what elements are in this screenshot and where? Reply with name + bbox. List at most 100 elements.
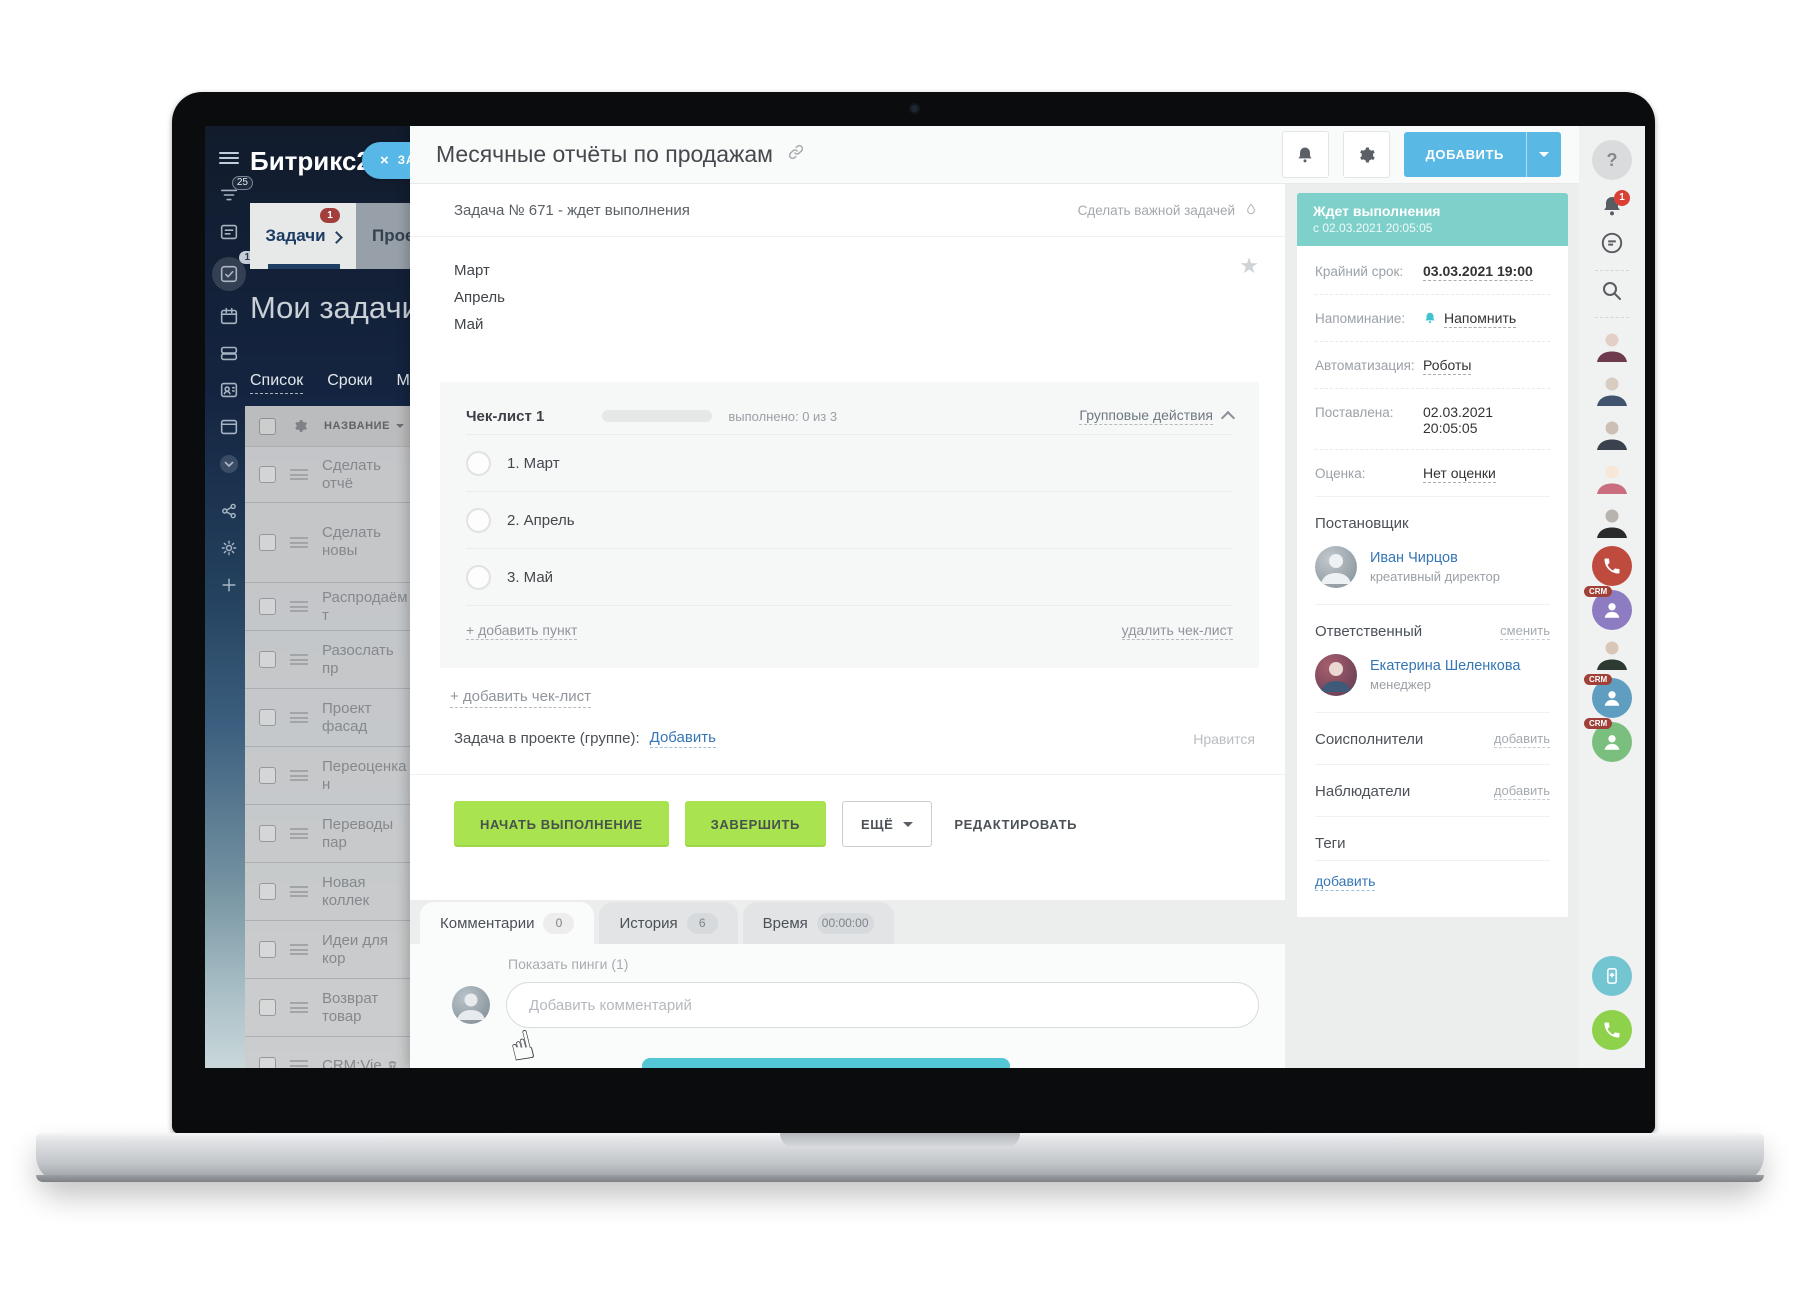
task-row[interactable]: Сделать отчё	[245, 447, 410, 503]
row-checkbox[interactable]	[259, 883, 276, 900]
recent-contact-avatar[interactable]	[1592, 458, 1632, 498]
column-name-header[interactable]: НАЗВАНИЕ	[324, 420, 405, 432]
row-menu-icon[interactable]	[290, 768, 308, 784]
add-dropdown-caret[interactable]	[1526, 132, 1561, 177]
task-row[interactable]: Проект фасад	[245, 689, 410, 747]
automation-value[interactable]: Роботы	[1423, 357, 1472, 375]
contacts-icon[interactable]	[217, 378, 241, 402]
recent-contact-avatar[interactable]	[1592, 414, 1632, 454]
row-checkbox[interactable]	[259, 651, 276, 668]
row-menu-icon[interactable]	[290, 1058, 308, 1069]
chevron-circle-icon[interactable]	[217, 452, 241, 476]
crm-contact-avatar[interactable]: CRM	[1584, 718, 1632, 762]
task-row[interactable]: Сделать новы ресурсов1	[245, 503, 410, 583]
more-button[interactable]: ЕЩЁ	[841, 801, 933, 847]
task-row[interactable]: Распродаём т	[245, 583, 410, 631]
crm-contact-avatar[interactable]: CRM	[1584, 674, 1632, 718]
row-checkbox[interactable]	[259, 466, 276, 483]
row-menu-icon[interactable]	[290, 467, 308, 483]
settings-gear-button[interactable]	[1342, 131, 1390, 178]
checklist-item[interactable]: 1. Март	[466, 434, 1233, 491]
task-row[interactable]: Разослать пр	[245, 631, 410, 689]
row-menu-icon[interactable]	[290, 710, 308, 726]
deadline-value[interactable]: 03.03.2021 19:00	[1423, 263, 1533, 281]
task-row[interactable]: Новая коллек	[245, 863, 410, 921]
row-checkbox[interactable]	[259, 825, 276, 842]
row-menu-icon[interactable]	[290, 599, 308, 615]
tasks-icon[interactable]: 1	[212, 251, 255, 291]
close-icon[interactable]: ×	[380, 152, 389, 169]
call-red-phone-icon[interactable]	[1592, 546, 1632, 586]
subtab-list[interactable]: Список	[250, 372, 304, 394]
edit-button[interactable]: РЕДАКТИРОВАТЬ	[954, 816, 1078, 832]
rating-value[interactable]: Нет оценки	[1423, 465, 1496, 483]
callback-green-phone-icon[interactable]	[1592, 1010, 1632, 1050]
checklist-item[interactable]: 3. Май	[466, 548, 1233, 605]
notifications-bell-icon[interactable]: 1	[1600, 190, 1630, 218]
add-tag-link[interactable]: добавить	[1315, 873, 1376, 891]
messenger-chat-icon[interactable]	[1599, 230, 1625, 256]
row-menu-icon[interactable]	[290, 884, 308, 900]
responsible-avatar[interactable]	[1315, 654, 1357, 696]
grid-settings-gear-icon[interactable]	[292, 418, 308, 434]
notify-bell-button[interactable]	[1281, 131, 1329, 178]
row-menu-icon[interactable]	[290, 826, 308, 842]
creator-avatar[interactable]	[1315, 546, 1357, 588]
recent-contact-avatar[interactable]	[1592, 326, 1632, 366]
comment-input[interactable]	[506, 982, 1259, 1028]
settings-gear-icon[interactable]	[217, 536, 241, 560]
checklist-item-checkbox[interactable]	[466, 507, 491, 533]
row-menu-icon[interactable]	[290, 652, 308, 668]
crm-contact-avatar[interactable]: CRM	[1584, 586, 1632, 630]
tab-comments[interactable]: Комментарии 0	[420, 902, 595, 944]
checklist-item-checkbox[interactable]	[466, 450, 491, 476]
subtab-my[interactable]: Мой	[396, 372, 410, 389]
live-feed-icon[interactable]: 25	[217, 176, 253, 207]
row-checkbox[interactable]	[259, 999, 276, 1016]
task-row[interactable]: CRM:Vie	[245, 1037, 410, 1068]
chevron-up-icon[interactable]	[1220, 410, 1236, 426]
tab-time[interactable]: Время 00:00:00	[742, 902, 894, 944]
task-row[interactable]: Переоценка н	[245, 747, 410, 805]
add-checklist-item-link[interactable]: + добавить пункт	[466, 622, 578, 640]
row-checkbox[interactable]	[259, 1057, 276, 1068]
calendar-icon[interactable]	[217, 304, 241, 328]
row-checkbox[interactable]	[259, 598, 276, 615]
change-responsible-link[interactable]: сменить	[1500, 623, 1550, 640]
tab-history[interactable]: История 6	[599, 902, 738, 944]
row-checkbox[interactable]	[259, 709, 276, 726]
share-icon[interactable]	[217, 499, 241, 523]
start-task-button[interactable]: НАЧАТЬ ВЫПОЛНЕНИЕ	[454, 801, 669, 847]
creator-name[interactable]: Иван Чирцов	[1370, 550, 1458, 566]
row-menu-icon[interactable]	[290, 535, 308, 551]
plus-icon[interactable]	[217, 573, 241, 597]
messenger-icon[interactable]	[217, 220, 241, 244]
add-observer-link[interactable]: добавить	[1493, 783, 1550, 800]
recent-contact-avatar[interactable]	[1592, 502, 1632, 542]
project-add-link[interactable]: Добавить	[649, 729, 716, 748]
reminder-value[interactable]: Напомнить	[1444, 310, 1517, 328]
tab-tasks[interactable]: Задачи 1	[250, 203, 356, 269]
checklist-item[interactable]: 2. Апрель	[466, 491, 1233, 548]
finish-task-button[interactable]: ЗАВЕРШИТЬ	[684, 801, 826, 847]
recent-contact-avatar[interactable]	[1592, 634, 1632, 674]
responsible-name[interactable]: Екатерина Шеленкова	[1370, 658, 1521, 674]
make-important[interactable]: Сделать важной задачей	[1078, 202, 1259, 218]
task-row[interactable]: Возврат товар	[245, 979, 410, 1037]
checklist-item-checkbox[interactable]	[466, 564, 491, 590]
row-checkbox[interactable]	[259, 941, 276, 958]
recent-contact-avatar[interactable]	[1592, 370, 1632, 410]
select-all-checkbox[interactable]	[259, 417, 276, 435]
row-menu-icon[interactable]	[290, 942, 308, 958]
link-icon[interactable]	[787, 143, 805, 166]
screen-share-icon[interactable]	[1592, 956, 1632, 996]
row-checkbox[interactable]	[259, 534, 276, 551]
search-icon[interactable]	[1600, 279, 1624, 303]
open-task-chip[interactable]: × ЗАДАЧА	[362, 142, 410, 179]
drive-icon[interactable]	[217, 341, 241, 365]
like-label[interactable]: Нравится	[1193, 730, 1255, 747]
task-row[interactable]: Идеи для кор	[245, 921, 410, 979]
row-checkbox[interactable]	[259, 767, 276, 784]
show-pings-link[interactable]: Показать пинги (1)	[508, 956, 629, 972]
task-row[interactable]: Переводы пар	[245, 805, 410, 863]
